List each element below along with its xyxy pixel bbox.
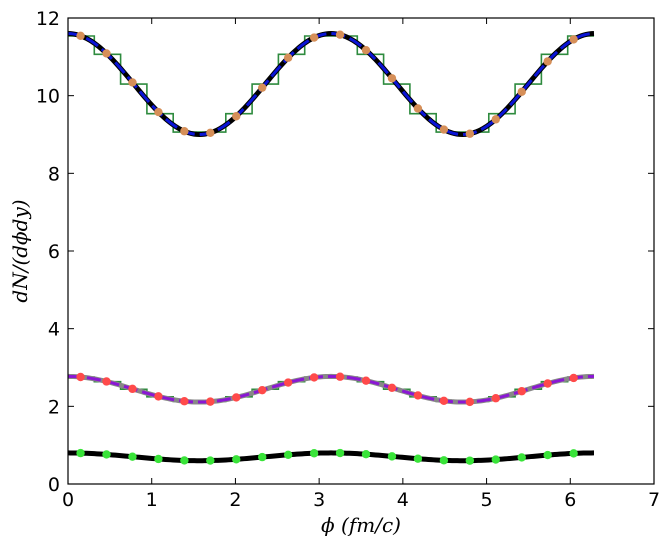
data-point-1-14 (439, 396, 449, 406)
chart-marks (67, 30, 595, 465)
data-point-2-1 (102, 450, 111, 459)
data-point-1-7 (258, 385, 267, 395)
y-tick-label-0: 0 (48, 474, 60, 496)
data-point-2-2 (128, 452, 137, 461)
data-point-0-18 (543, 57, 552, 66)
data-point-0-9 (309, 33, 319, 42)
series-group-0 (67, 30, 595, 138)
data-point-0-6 (232, 112, 241, 121)
x-axis-label: ϕ (fm/c) (321, 513, 401, 537)
data-point-0-15 (465, 129, 475, 138)
series-group-2 (67, 448, 594, 465)
data-point-1-8 (283, 378, 293, 387)
data-point-2-7 (258, 452, 267, 462)
data-point-0-11 (361, 46, 371, 55)
data-point-2-3 (154, 454, 163, 464)
x-tick-label-1: 1 (146, 489, 158, 511)
data-point-2-12 (387, 452, 397, 461)
data-point-1-0 (76, 372, 85, 382)
data-point-2-16 (491, 455, 500, 464)
data-point-0-17 (517, 87, 526, 97)
data-point-2-5 (206, 456, 215, 465)
data-point-2-6 (232, 455, 241, 464)
x-tick-label-0: 0 (62, 489, 74, 511)
data-point-2-13 (413, 454, 423, 463)
x-tick-label-7: 7 (648, 489, 660, 511)
data-point-1-13 (413, 391, 423, 400)
y-tick-label-5: 10 (36, 86, 60, 108)
data-point-2-4 (180, 456, 189, 465)
data-point-2-10 (335, 448, 345, 458)
data-point-0-2 (128, 78, 137, 87)
data-point-0-19 (569, 35, 578, 44)
data-point-1-19 (569, 373, 578, 383)
data-point-2-17 (517, 453, 526, 462)
y-tick-label-4: 8 (48, 163, 60, 185)
data-point-1-6 (232, 393, 241, 402)
y-tick-label-2: 4 (48, 319, 60, 341)
x-tick-label-6: 6 (564, 489, 576, 511)
data-point-1-2 (128, 384, 137, 394)
data-point-1-10 (335, 372, 345, 381)
data-point-2-19 (569, 449, 578, 458)
data-point-2-0 (76, 448, 85, 458)
data-point-1-3 (154, 392, 163, 401)
step-histogram-1 (68, 376, 594, 403)
x-tick-label-3: 3 (313, 489, 325, 511)
y-axis-label: dN/(dϕdy) (8, 199, 32, 302)
data-point-0-1 (102, 49, 111, 58)
data-point-0-4 (180, 127, 189, 136)
data-point-2-8 (283, 450, 293, 459)
data-point-1-9 (309, 373, 319, 382)
data-point-2-18 (543, 450, 552, 460)
plot-frame (67, 17, 655, 485)
y-tick-label-6: 12 (36, 8, 60, 30)
series-group-1 (67, 372, 595, 407)
data-point-1-16 (491, 394, 500, 403)
data-point-1-5 (206, 397, 215, 406)
data-point-0-3 (154, 107, 163, 117)
y-tick-label-3: 6 (48, 241, 60, 263)
data-point-0-14 (439, 125, 449, 134)
step-histogram-0 (68, 35, 594, 133)
data-point-0-8 (283, 53, 293, 62)
data-point-0-5 (206, 128, 215, 138)
data-point-0-16 (491, 115, 500, 124)
x-tick-label-5: 5 (481, 489, 493, 511)
curve-dashed-1 (67, 374, 595, 404)
data-point-1-18 (543, 379, 552, 388)
data-point-0-0 (76, 31, 85, 40)
x-tick-label-2: 2 (229, 489, 241, 511)
data-point-2-14 (439, 456, 449, 465)
data-point-2-11 (361, 450, 371, 459)
data-point-0-7 (258, 83, 267, 92)
data-point-1-12 (387, 383, 397, 392)
data-point-0-13 (413, 104, 423, 113)
data-point-0-12 (387, 74, 397, 83)
data-point-1-4 (180, 397, 189, 406)
data-point-0-10 (335, 30, 345, 39)
y-tick-label-1: 2 (48, 396, 60, 418)
data-point-2-9 (309, 449, 319, 458)
data-point-1-11 (361, 376, 371, 385)
data-point-1-15 (465, 397, 475, 407)
x-tick-label-4: 4 (397, 489, 409, 511)
data-point-1-17 (517, 387, 526, 396)
data-point-2-15 (465, 456, 475, 465)
data-point-1-1 (102, 377, 111, 386)
